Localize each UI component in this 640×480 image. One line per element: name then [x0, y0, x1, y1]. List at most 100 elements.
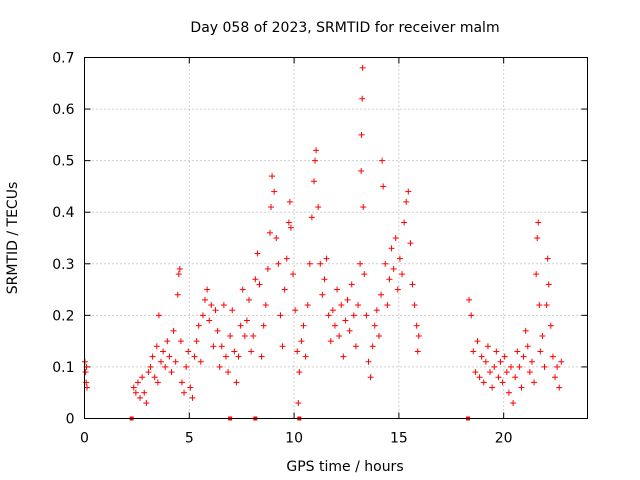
data-point [413, 322, 420, 329]
data-point [254, 250, 261, 257]
data-point [214, 327, 221, 334]
data-point [549, 353, 556, 360]
data-point [474, 338, 481, 345]
data-point [292, 307, 299, 314]
data-point [396, 255, 403, 262]
data-point [260, 322, 267, 329]
data-point [317, 260, 324, 267]
x-tick-label: 15 [390, 431, 408, 447]
data-point [384, 302, 391, 309]
data-point [358, 167, 365, 174]
data-point [199, 312, 206, 319]
data-point [147, 363, 154, 370]
axis-ticks: 0 0.1 0.2 0.3 0.4 0.5 0.6 0.7 0 5 10 15 20 [52, 51, 588, 447]
data-point [359, 64, 366, 71]
data-point [130, 384, 137, 391]
data-point [312, 157, 319, 164]
data-point [227, 332, 234, 339]
data-point [524, 343, 531, 350]
data-point [239, 286, 246, 293]
data-point [495, 374, 502, 381]
y-tick-label: 0.5 [52, 154, 74, 170]
data-point [518, 384, 525, 391]
data-point [157, 358, 164, 365]
data-point [363, 312, 370, 319]
data-point [541, 363, 548, 370]
data-point [493, 348, 500, 355]
data-point [294, 348, 301, 355]
data-point [487, 369, 494, 376]
data-point [480, 379, 487, 386]
data-point [516, 363, 523, 370]
data-point [344, 296, 351, 303]
data-point [246, 296, 253, 303]
data-point [304, 302, 311, 309]
data-point [145, 369, 152, 376]
data-point [256, 281, 263, 288]
data-point [482, 358, 489, 365]
y-tick-label: 0 [66, 412, 75, 428]
data-point [543, 302, 550, 309]
data-point [206, 317, 213, 324]
data-point [533, 271, 540, 278]
data-point [187, 384, 194, 391]
data-point [512, 374, 519, 381]
data-point [298, 338, 305, 345]
data-point [403, 198, 410, 205]
data-point [237, 322, 244, 329]
data-point [302, 353, 309, 360]
data-point [319, 291, 326, 298]
data-point [472, 369, 479, 376]
data-point [522, 327, 529, 334]
x-tick-label: 5 [185, 431, 194, 447]
data-point [552, 374, 559, 381]
data-point [220, 302, 227, 309]
data-point [338, 302, 345, 309]
data-point [358, 131, 365, 138]
data-point [295, 400, 302, 407]
data-point [275, 260, 282, 267]
data-point [414, 348, 421, 355]
data-point [168, 369, 175, 376]
data-point [193, 338, 200, 345]
data-point [352, 343, 359, 350]
data-point [327, 338, 334, 345]
data-point [233, 379, 240, 386]
data-point [491, 363, 498, 370]
data-point [222, 353, 229, 360]
data-point [166, 353, 173, 360]
data-point [286, 198, 293, 205]
data-point [380, 183, 387, 190]
data-point [329, 307, 336, 314]
data-point [470, 348, 477, 355]
data-point [350, 312, 357, 319]
data-point [181, 389, 188, 396]
data-point [262, 302, 269, 309]
y-tick-label: 0.4 [52, 205, 74, 221]
data-point [388, 245, 395, 252]
data-point [252, 276, 259, 283]
data-point [544, 255, 551, 262]
data-point [310, 178, 317, 185]
y-tick-label: 0.1 [52, 360, 74, 376]
data-point [534, 235, 541, 241]
x-tick-label: 20 [495, 431, 513, 447]
data-point [537, 348, 544, 355]
data-point [174, 291, 181, 298]
data-point [195, 322, 202, 329]
data-point [405, 188, 412, 195]
data-point [229, 307, 236, 314]
data-point [290, 271, 297, 278]
data-point [287, 224, 294, 231]
data-point [149, 353, 156, 360]
data-point [281, 286, 288, 293]
data-point [277, 312, 284, 319]
data-point [390, 265, 397, 272]
data-point [202, 296, 209, 303]
data-point [331, 322, 338, 329]
data-point [556, 384, 563, 391]
data-point [342, 317, 349, 324]
data-point [382, 260, 389, 267]
data-point [371, 322, 378, 329]
data-point [336, 332, 343, 339]
